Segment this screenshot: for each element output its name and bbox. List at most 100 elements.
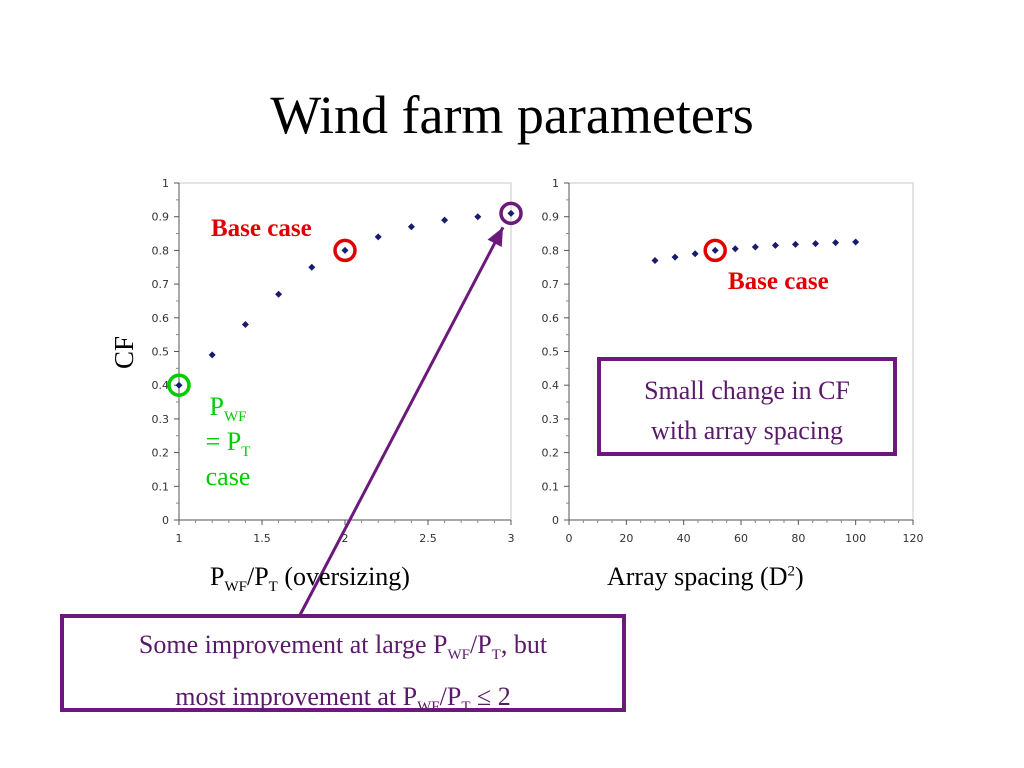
x-tick-label: 0 — [566, 532, 573, 545]
y-tick-label: 0.5 — [152, 346, 170, 359]
chart-cf-vs-oversizing: 0 0.1 0.2 0.3 0.4 0.5 0.6 0.7 0.8 0.9 1 1 1.5 2 2.5 3 — [152, 177, 523, 545]
highlight-circle-red — [703, 238, 727, 263]
data-point — [208, 351, 216, 359]
data-point — [308, 263, 316, 271]
x-tick-label: 3 — [508, 532, 515, 545]
xlabel-right-close: ) — [795, 562, 804, 591]
y-tick-label: 0.6 — [542, 312, 560, 325]
base-case-label-left: Base case — [211, 215, 312, 242]
green-p: P — [209, 392, 224, 421]
base-case-label-right: Base case — [728, 268, 829, 295]
y-tick-label: 0.4 — [542, 379, 560, 392]
x-tick-label: 40 — [677, 532, 691, 545]
y-tick-label: 0.1 — [542, 480, 560, 493]
data-point — [852, 238, 860, 246]
x-tick-label: 1.5 — [253, 532, 271, 545]
arrow-head — [487, 227, 503, 247]
y-tick-label: 0 — [552, 514, 559, 527]
data-point — [671, 253, 679, 261]
cb2e: ≤ 2 — [470, 682, 511, 712]
y-tick-label: 0.7 — [152, 278, 170, 291]
y-tick-label: 0.8 — [542, 244, 560, 257]
y-tick-label: 1 — [552, 177, 559, 190]
page-title: Wind farm parameters — [270, 85, 754, 145]
callout-small-change-line2: with array spacing — [650, 416, 844, 445]
annotation-arrow — [298, 226, 505, 616]
data-point — [691, 250, 699, 258]
data-point — [275, 290, 283, 298]
data-point — [711, 246, 719, 254]
data-point — [832, 239, 840, 247]
pwf-equals-pt-annotation: PWF = PT case — [193, 392, 263, 492]
highlight-circle-green — [167, 373, 191, 397]
callout-improvement-line2: most improvement at PWF/PT ≤ 2 — [64, 676, 622, 728]
y-tick-label: 0.7 — [542, 278, 560, 291]
data-point — [175, 381, 183, 389]
y-tick-label: 0.8 — [152, 244, 170, 257]
callout-small-change: Small change in CF with array spacing — [597, 357, 897, 456]
y-tick-label: 0.5 — [542, 346, 560, 359]
data-point — [751, 243, 759, 251]
cb1b: WF — [447, 647, 470, 664]
x-tick-label: 1 — [176, 532, 183, 545]
y-tick-label: 0.3 — [152, 413, 170, 426]
y-tick-label: 0 — [162, 514, 169, 527]
data-point — [507, 209, 515, 217]
y-tick-label: 0.6 — [152, 312, 170, 325]
xlabel-wf: WF — [224, 579, 247, 596]
xlabel-rest: (oversizing) — [277, 562, 410, 591]
green-t: T — [241, 444, 251, 461]
x-tick-label: 60 — [734, 532, 748, 545]
x-tick-label: 120 — [903, 532, 924, 545]
x-tick-label: 20 — [619, 532, 633, 545]
y-tick-label: 0.1 — [152, 480, 170, 493]
y-tick-label: 0.4 — [152, 379, 170, 392]
cb2c: /P — [439, 682, 462, 712]
y-tick-label: 0.9 — [542, 211, 560, 224]
callout-improvement: Some improvement at large PWF/PT, but mo… — [60, 614, 626, 715]
data-point — [407, 223, 415, 231]
xlabel-right-sup: 2 — [787, 563, 796, 580]
data-point — [374, 233, 382, 241]
cb2a: most improvement at P — [175, 682, 418, 712]
data-point — [441, 216, 449, 224]
cb1e: , but — [500, 630, 548, 659]
green-case: case — [205, 461, 251, 491]
data-point — [771, 241, 779, 249]
cb1a: Some improvement at large P — [138, 630, 448, 659]
y-tick-label: 0.2 — [542, 447, 560, 460]
y-tick-label: 1 — [162, 177, 169, 190]
green-wf: WF — [223, 409, 247, 426]
callout-improvement-line1: Some improvement at large PWF/PT, but — [64, 624, 622, 676]
arrow-shaft — [298, 226, 505, 616]
highlight-circle-purple — [499, 201, 523, 226]
x-axis-label-right: Array spacing (D2) — [607, 562, 804, 592]
data-point — [341, 246, 349, 254]
cb2d: T — [461, 699, 471, 716]
xlabel-p: P — [210, 562, 225, 591]
cb1c: /P — [469, 630, 492, 659]
xlabel-slash-p: /P — [246, 562, 269, 591]
data-point — [474, 213, 482, 221]
data-point — [791, 240, 799, 248]
y-tick-label: 0.3 — [542, 413, 560, 426]
cb2b: WF — [417, 699, 440, 716]
y-tick-label: 0.2 — [152, 447, 170, 460]
y-axis-label: CF — [109, 335, 140, 370]
y-tick-label: 0.9 — [152, 211, 170, 224]
green-eq: = P — [205, 426, 242, 456]
chart-cf-vs-array-spacing: 0 0.1 0.2 0.3 0.4 0.5 0.6 0.7 0.8 0.9 1 0 20 40 60 80 10… — [542, 177, 924, 545]
x-tick-label: 80 — [791, 532, 805, 545]
callout-small-change-line1: Small change in CF — [644, 376, 850, 405]
data-point — [731, 245, 739, 253]
plot-frame — [568, 182, 914, 521]
data-point — [651, 257, 659, 265]
x-tick-label: 2.5 — [419, 532, 437, 545]
x-axis-label-left: PWF/PT (oversizing) — [210, 562, 410, 596]
xlabel-t: T — [268, 579, 278, 596]
xlabel-right-text: Array spacing (D — [607, 562, 788, 591]
cb1d: T — [491, 647, 501, 664]
x-tick-label: 100 — [845, 532, 866, 545]
x-tick-label: 2 — [342, 532, 349, 545]
data-point — [812, 240, 820, 248]
